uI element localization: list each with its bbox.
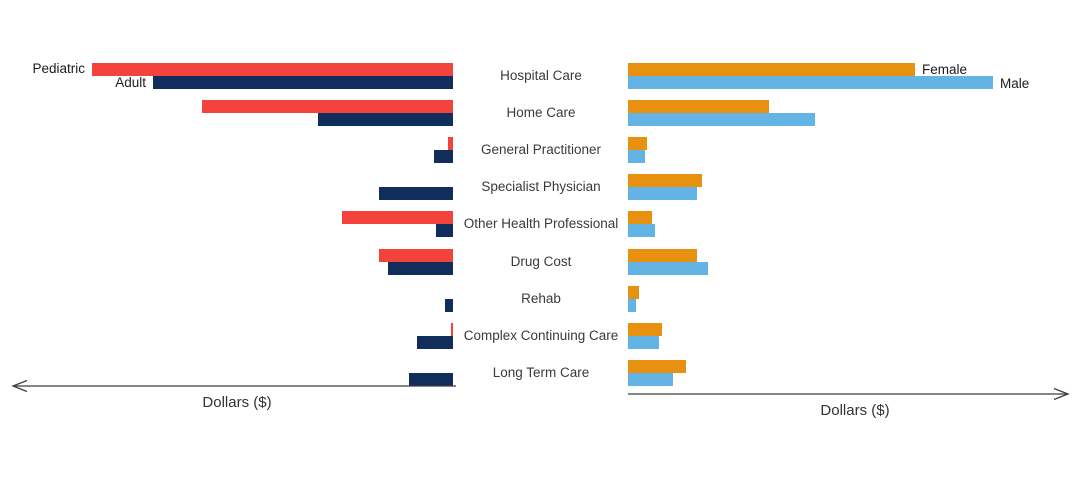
bar-adult-home-care [318,112,453,126]
bar-adult-general-practitioner [434,149,453,163]
bar-female-complex-continuing-care [628,322,662,336]
left-axis-arrow [11,379,456,393]
bar-adult-complex-continuing-care [417,335,453,349]
bar-male-home-care [628,112,815,126]
category-label-rehab: Rehab [521,290,561,306]
category-label-long-term-care: Long Term Care [492,365,590,381]
bar-female-other-health-professional [628,211,652,225]
category-label-home-care: Home Care [506,104,576,120]
series-label-adult: Adult [115,75,146,90]
category-label-other-health-professional: Other Health Professional [463,216,619,232]
bar-male-general-practitioner [628,149,645,163]
series-label-female: Female [922,62,968,77]
bar-male-hospital-care [628,75,993,89]
bar-pediatric-hospital-care [92,62,453,76]
bar-adult-other-health-professional [436,224,453,238]
bar-adult-long-term-care [409,373,453,387]
bar-female-long-term-care [628,360,686,374]
bar-pediatric-complex-continuing-care [451,322,453,336]
bar-male-specialist-physician [628,187,697,201]
bar-male-long-term-care [628,373,673,387]
bar-female-home-care [628,99,769,113]
bar-adult-rehab [445,298,453,312]
category-label-specialist-physician: Specialist Physician [481,179,601,195]
series-label-pediatric: Pediatric [32,61,85,76]
bar-pediatric-general-practitioner [448,136,453,150]
bar-male-drug-cost [628,261,708,275]
bar-female-hospital-care [628,62,915,76]
bar-adult-drug-cost [388,261,453,275]
bar-pediatric-drug-cost [379,248,453,262]
category-label-drug-cost: Drug Cost [510,253,572,269]
right-axis-label: Dollars ($) [820,402,890,419]
bar-male-rehab [628,298,636,312]
series-label-male: Male [1000,76,1030,91]
category-label-hospital-care: Hospital Care [500,67,582,83]
bar-female-rehab [628,285,639,299]
bar-adult-hospital-care [153,75,453,89]
bar-female-drug-cost [628,248,697,262]
right-axis-arrow [628,387,1070,401]
bar-male-other-health-professional [628,224,655,238]
category-label-complex-continuing-care: Complex Continuing Care [463,327,619,343]
bar-female-specialist-physician [628,174,702,188]
bar-female-general-practitioner [628,136,647,150]
bar-male-complex-continuing-care [628,335,659,349]
bar-pediatric-other-health-professional [342,211,453,225]
bar-adult-specialist-physician [379,187,453,201]
category-label-general-practitioner: General Practitioner [480,141,602,157]
bar-pediatric-home-care [202,99,453,113]
left-axis-label: Dollars ($) [202,394,272,411]
